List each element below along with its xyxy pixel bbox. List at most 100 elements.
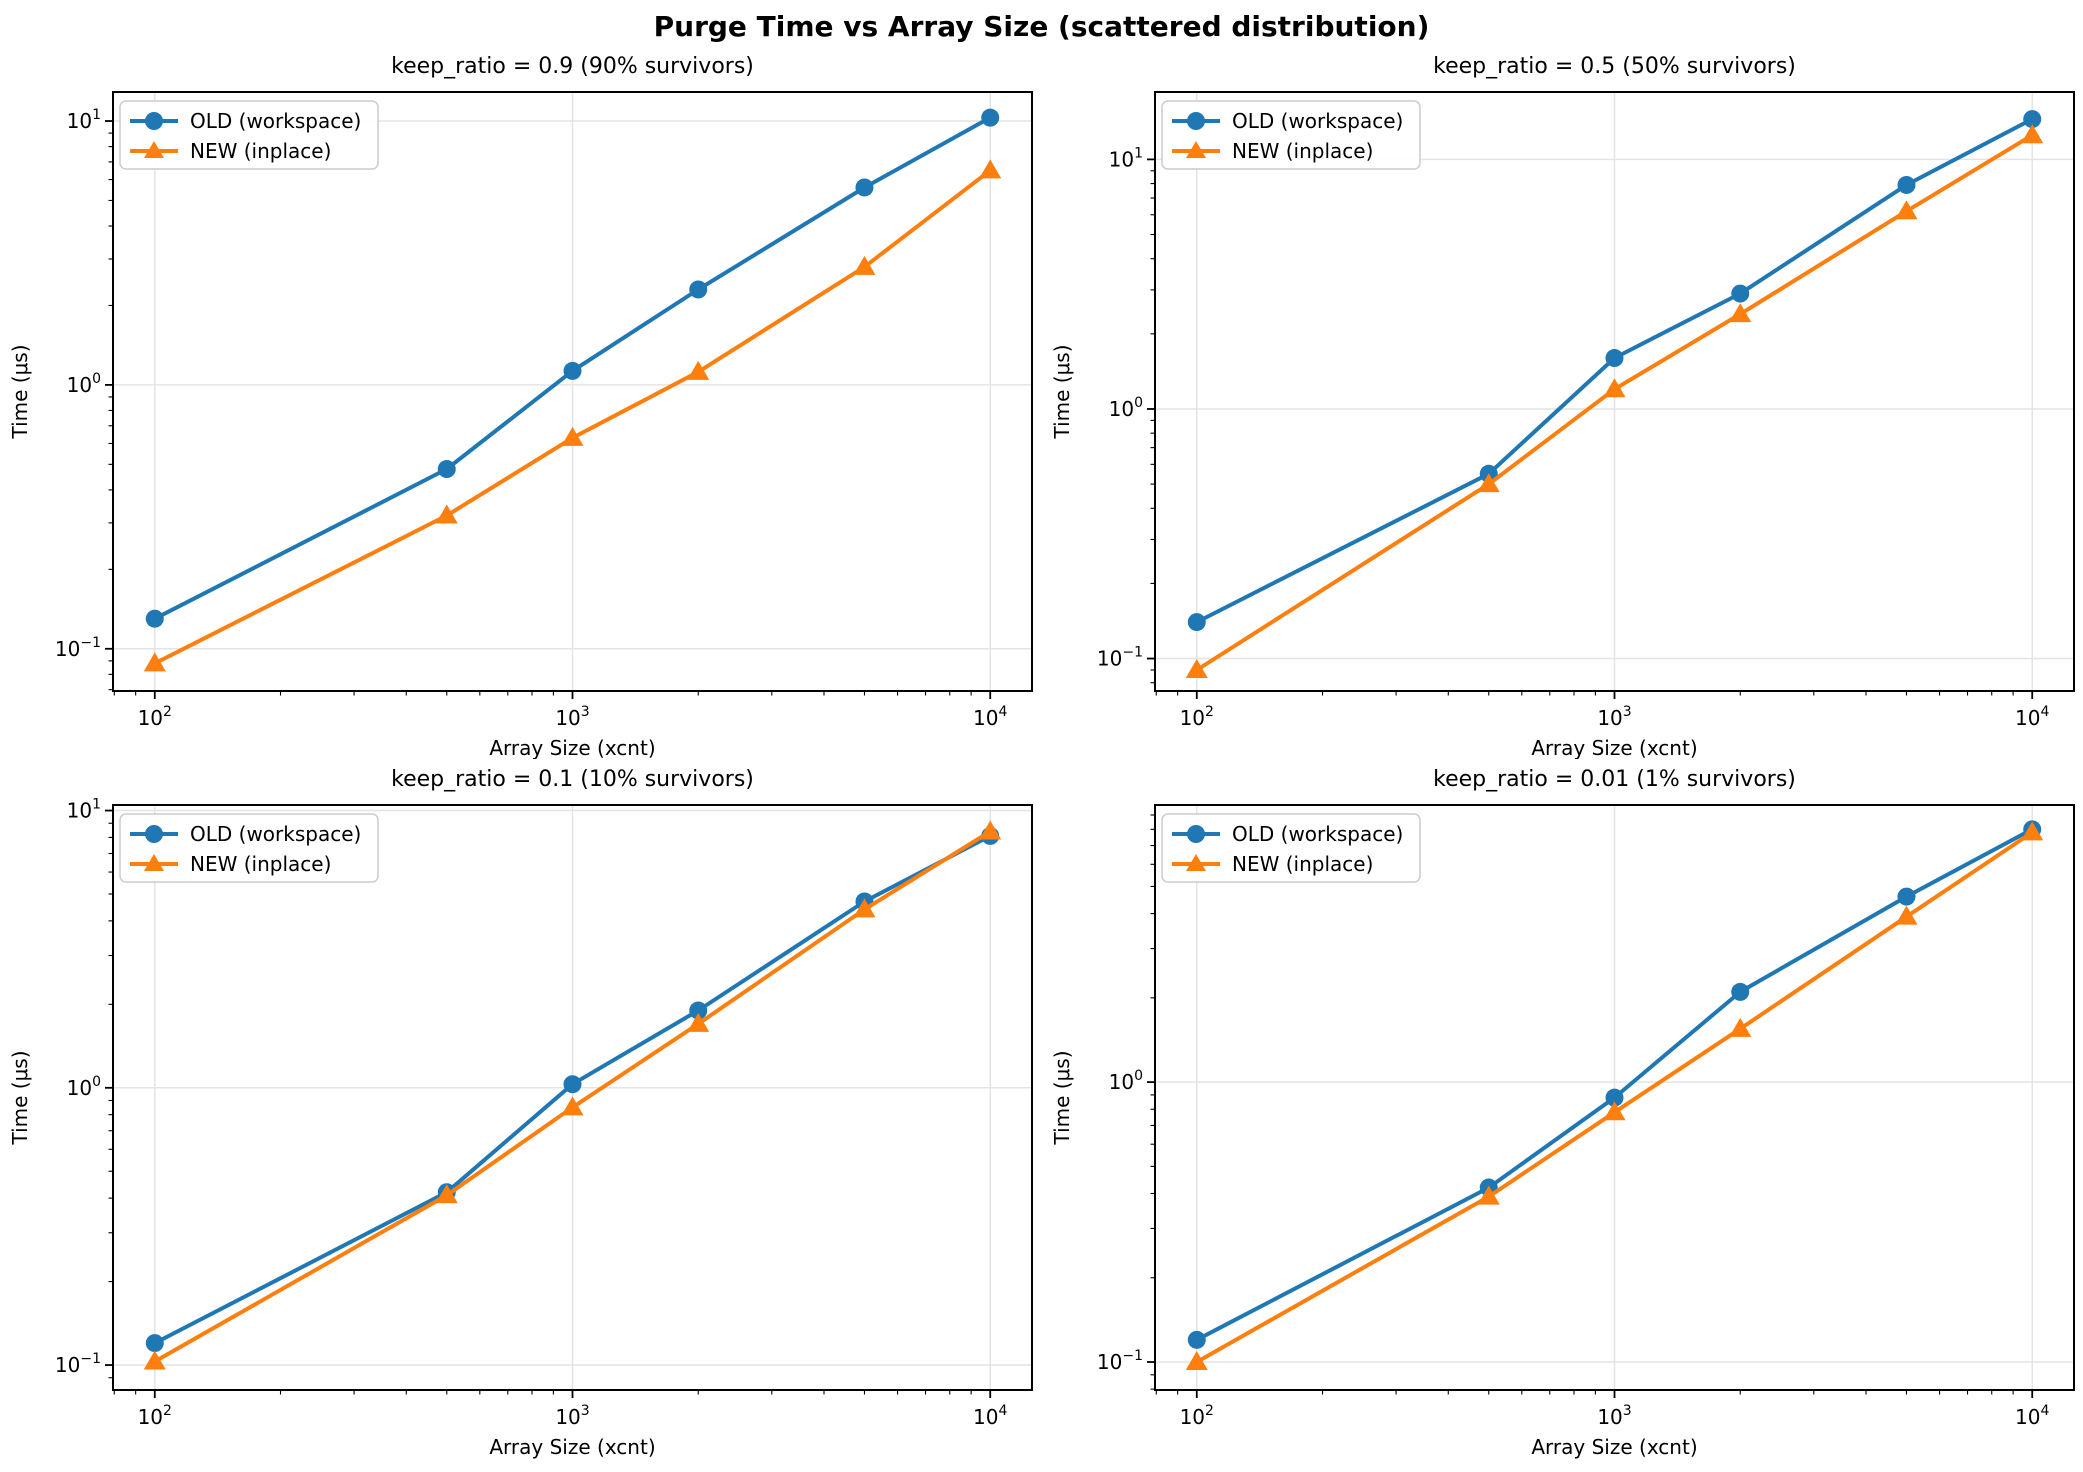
legend-box [1161,813,1421,883]
data-point-circle [437,460,456,479]
x-tick-label: 102 [1180,1403,1214,1429]
legend: OLD (workspace) NEW (inplace) [119,813,379,883]
ticks [1147,814,2034,1398]
data-point-triangle [1477,473,1500,493]
data-point-circle [1187,613,1206,632]
legend-label: OLD (workspace) [190,109,361,133]
y-tick-label: 101 [67,797,101,823]
subplot-title: keep_ratio = 0.01 (1% survivors) [1433,767,1796,792]
data-point-circle [145,1334,164,1353]
data-point-triangle [1185,658,1208,678]
data-point-triangle [1895,905,1918,925]
legend-marker-circle [145,825,163,843]
subplot-keep-ratio-0.1: keep_ratio = 0.1 (10% survivors) 102 103 10… [8,767,1033,1459]
legend-box [119,100,379,170]
x-tick-label: 104 [973,704,1007,730]
x-tick-label: 103 [1597,1403,1631,1429]
x-tick-label: 103 [1597,704,1631,730]
data-point-triangle [1603,1101,1626,1121]
series-line-old [152,833,993,1346]
y-tick-label: 10−1 [1097,645,1143,671]
ticks [105,809,992,1398]
grid [1155,805,2074,1390]
x-tick-label: 104 [973,1403,1007,1429]
data-point-triangle [143,1350,166,1370]
data-point-triangle [1603,378,1626,398]
subplot-keep-ratio-0.5: keep_ratio = 0.5 (50% survivors) 102 103 10… [1050,54,2075,759]
series-line-new [152,829,993,1364]
x-axis-label: Array Size (xcnt) [1531,1435,1697,1459]
subplot-keep-ratio-0.01: keep_ratio = 0.01 (1% survivors) 102 103 10… [1050,767,2075,1459]
grid [113,92,1032,691]
data-point-triangle [1729,303,1752,323]
series-line-old [152,115,993,621]
y-tick-label: 10−1 [1097,1348,1143,1374]
legend-box [1161,100,1421,170]
x-tick-label: 102 [1180,704,1214,730]
data-point-circle [1897,175,1916,194]
data-point-triangle [687,1012,710,1032]
x-axis-label: Array Size (xcnt) [1531,736,1697,759]
series-line-new [152,168,993,666]
x-axis-label: Array Size (xcnt) [489,1435,655,1459]
ticks [105,120,992,699]
legend-marker-triangle [144,141,164,158]
y-tick-label: 100 [67,371,101,397]
data-point-triangle [2021,821,2044,841]
data-point-triangle [1895,200,1918,220]
data-point-circle [1897,887,1916,906]
data-point-circle [855,178,874,197]
data-point-circle [689,280,708,299]
data-point-circle [1605,349,1624,368]
series-line-old [1194,827,2035,1342]
legend-label: NEW (inplace) [1232,139,1373,163]
data-point-triangle [143,652,166,672]
y-tick-label: 100 [1109,395,1143,421]
data-point-circle [563,361,582,380]
legend-marker-circle [1187,112,1205,130]
figure-title: Purge Time vs Array Size (scattered dist… [653,10,1430,43]
data-point-circle [1731,982,1750,1001]
y-tick-label: 10−1 [55,635,101,661]
legend-marker-triangle [144,854,164,871]
data-point-triangle [435,1184,458,1204]
data-point-triangle [853,898,876,918]
subplot-title: keep_ratio = 0.1 (10% survivors) [391,767,754,792]
y-tick-label: 101 [1109,145,1143,171]
legend-label: NEW (inplace) [1232,852,1373,876]
series-line-old [1194,117,2035,625]
y-axis-label: Time (μs) [8,1050,32,1145]
x-tick-label: 104 [2015,704,2049,730]
y-axis-label: Time (μs) [1050,344,1074,439]
data-point-circle [2023,110,2042,129]
y-tick-label: 100 [67,1074,101,1100]
legend-marker-triangle [1186,141,1206,158]
legend: OLD (workspace) NEW (inplace) [1161,813,1421,883]
subplot-title: keep_ratio = 0.9 (90% survivors) [391,54,754,79]
data-point-circle [689,1001,708,1020]
data-point-circle [563,1075,582,1094]
ticks [1147,158,2034,699]
subplot-keep-ratio-0.9: keep_ratio = 0.9 (90% survivors) 102 103 10… [8,54,1033,759]
series-line-new [1194,133,2035,672]
data-point-triangle [561,426,584,446]
series-line-new [1194,830,2035,1364]
data-point-triangle [1477,1185,1500,1205]
y-tick-label: 100 [1109,1068,1143,1094]
y-tick-label: 10−1 [55,1351,101,1377]
legend-label: OLD (workspace) [190,822,361,846]
x-tick-label: 104 [2015,1403,2049,1429]
legend-label: NEW (inplace) [190,139,331,163]
legend-marker-circle [145,112,163,130]
data-point-triangle [435,504,458,524]
legend-label: OLD (workspace) [1232,109,1403,133]
data-point-triangle [979,820,1002,840]
data-point-circle [145,609,164,628]
legend: OLD (workspace) NEW (inplace) [119,100,379,170]
data-point-circle [1187,1330,1206,1349]
x-tick-label: 103 [555,1403,589,1429]
data-point-circle [981,108,1000,127]
legend-box [119,813,379,883]
x-tick-label: 102 [138,704,172,730]
